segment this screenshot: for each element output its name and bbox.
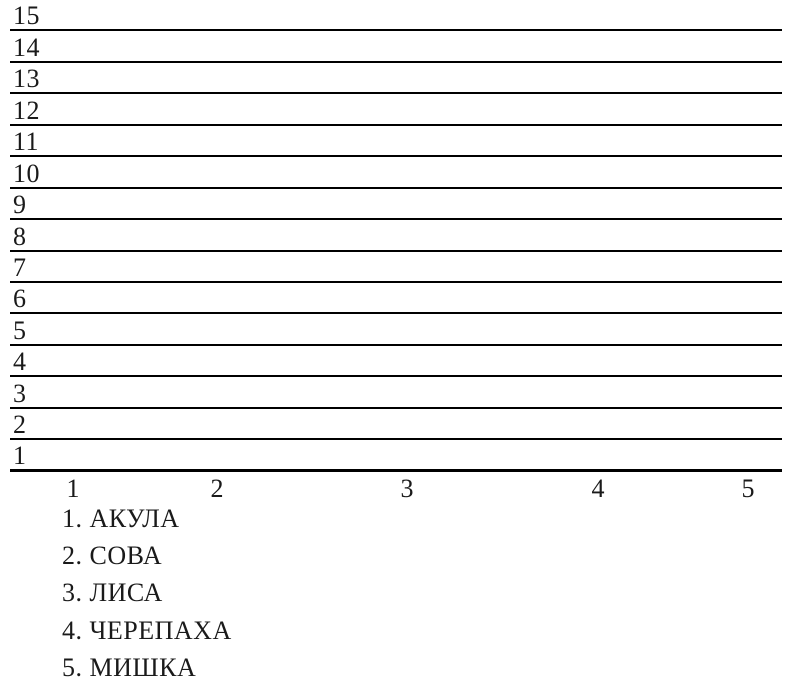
y-axis-tick-label: 2: [13, 410, 27, 440]
legend: 1. АКУЛА 2. СОВА 3. ЛИСА 4. ЧЕРЕПАХА 5. …: [62, 500, 232, 687]
grid-row: 7: [10, 252, 782, 283]
y-axis-tick-label: 9: [13, 190, 27, 220]
y-axis-tick-label: 11: [13, 127, 40, 157]
x-axis-tick-label: 5: [741, 474, 755, 503]
x-axis-tick-label: 2: [210, 474, 224, 503]
y-axis-tick-label: 6: [13, 284, 27, 314]
grid-row: 14: [10, 31, 782, 63]
y-axis-tick-label: 1: [13, 440, 27, 470]
legend-item: 2. СОВА: [62, 541, 163, 571]
x-axis-tick-label: 1: [66, 474, 80, 503]
x-axis-tick-label: 3: [400, 474, 414, 503]
legend-item: 3. ЛИСА: [62, 578, 163, 608]
y-axis-tick-label: 12: [13, 95, 40, 125]
x-axis: 1 2 3 4 5: [0, 476, 790, 502]
grid-row: 5: [10, 314, 782, 346]
grid-row: 9: [10, 189, 782, 221]
y-axis-tick-label: 13: [13, 64, 40, 94]
legend-item: 5. МИШКА: [62, 653, 197, 683]
grid-row: 10: [10, 157, 782, 189]
y-axis-tick-label: 3: [13, 378, 27, 408]
y-axis-tick-label: 5: [13, 315, 27, 345]
grid-row: 4: [10, 346, 782, 378]
grid-row: 6: [10, 283, 782, 315]
y-axis-tick-label: 14: [13, 32, 40, 62]
grid-row: 2: [10, 409, 782, 441]
grid-row: 8: [10, 220, 782, 252]
chart-grid: 15 14 13 12 11 10 9 8 7 6 5 4 3 2 1: [10, 0, 782, 472]
y-axis-tick-label: 15: [13, 1, 40, 31]
legend-item: 4. ЧЕРЕПАХА: [62, 615, 232, 645]
legend-item: 1. АКУЛА: [62, 503, 180, 533]
x-axis-tick-label: 4: [591, 474, 605, 503]
grid-row: 13: [10, 63, 782, 95]
grid-row: 12: [10, 94, 782, 126]
y-axis-tick-label: 8: [13, 221, 27, 251]
y-axis-tick-label: 7: [13, 252, 27, 282]
grid-row: 3: [10, 377, 782, 409]
grid-row: 11: [10, 126, 782, 158]
grid-row: 15: [10, 0, 782, 32]
grid-row: 1: [10, 440, 782, 472]
y-axis-tick-label: 10: [13, 158, 40, 188]
y-axis-tick-label: 4: [13, 347, 27, 377]
